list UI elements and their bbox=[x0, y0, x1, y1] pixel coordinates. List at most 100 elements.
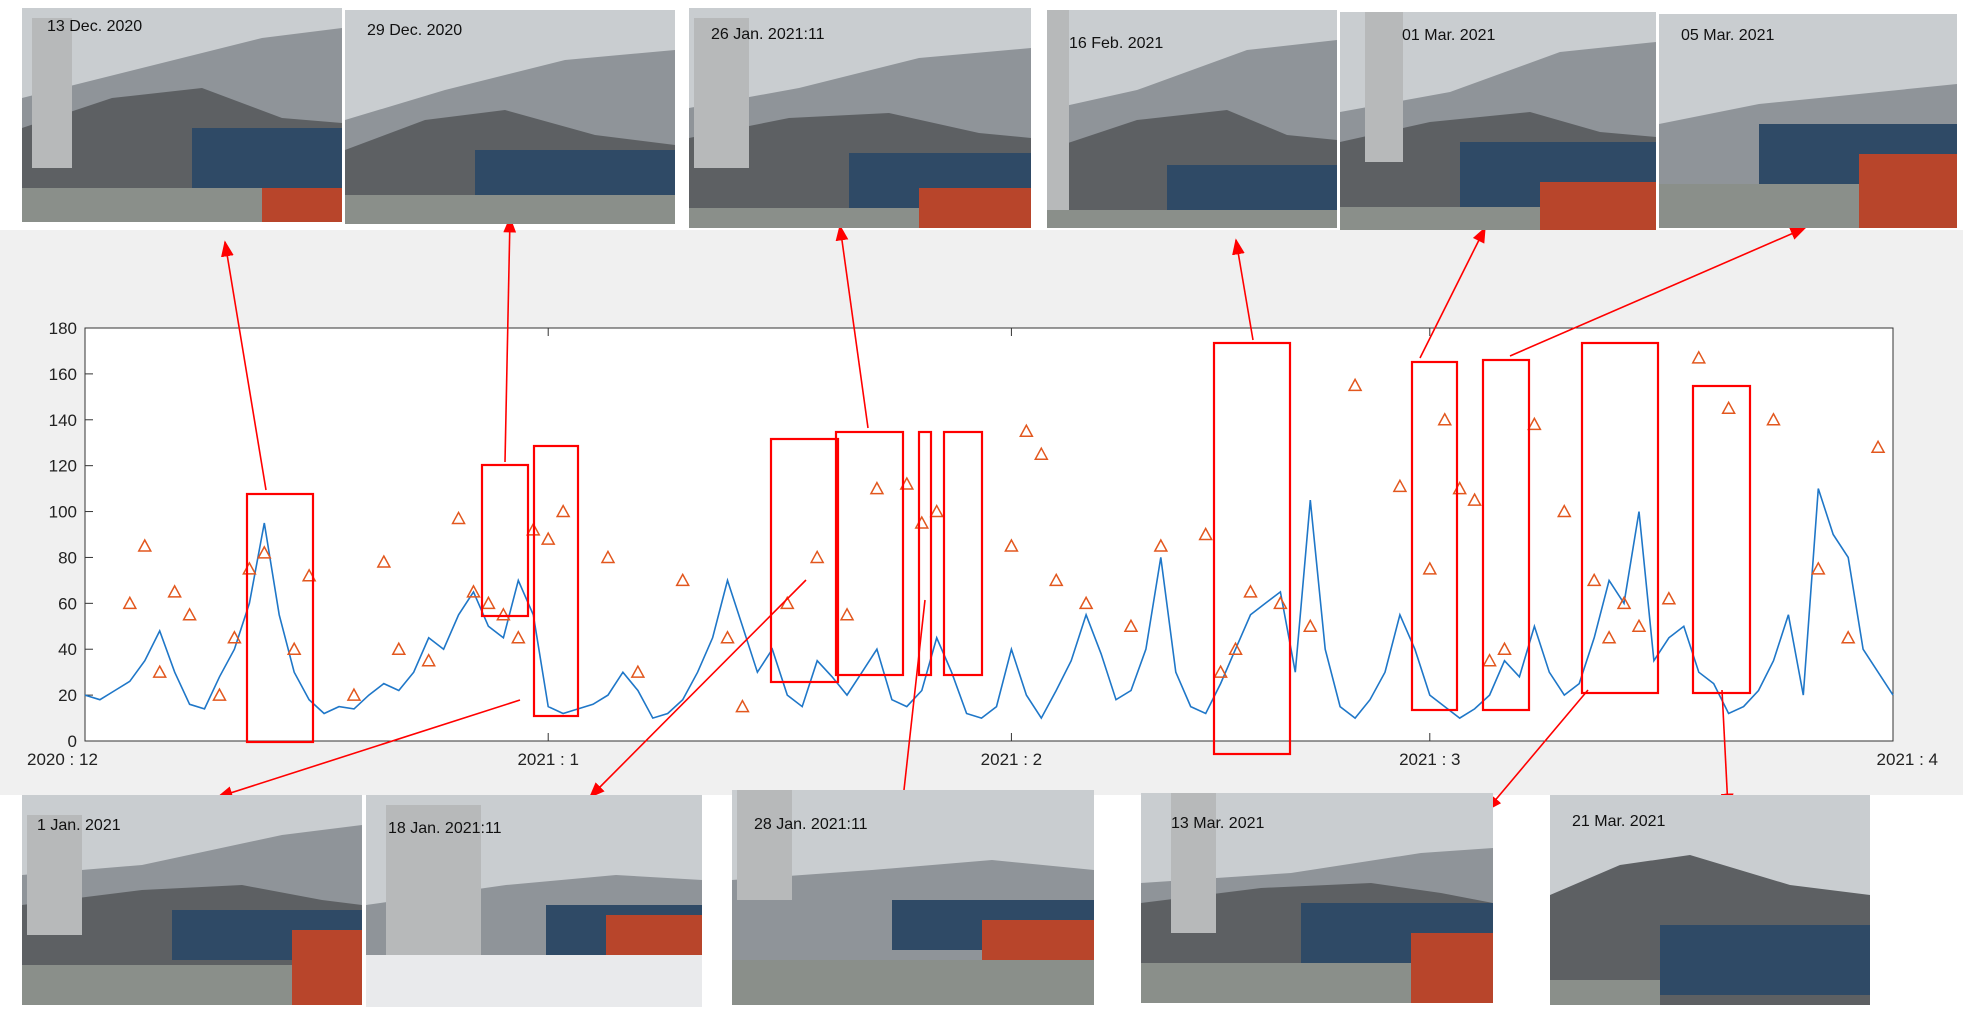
callout-arrow bbox=[1485, 689, 1589, 812]
highlight-box bbox=[1580, 341, 1660, 695]
photo-bottom-4: 13 Mar. 2021 bbox=[1141, 793, 1493, 1003]
triangle-marker bbox=[1213, 664, 1228, 678]
marker-series bbox=[122, 350, 1886, 713]
triangle-marker bbox=[137, 538, 153, 552]
highlight-box bbox=[942, 430, 984, 677]
photo-caption: 28 Jan. 2021:11 bbox=[754, 816, 868, 833]
triangle-marker bbox=[421, 653, 436, 667]
triangle-marker bbox=[600, 549, 616, 564]
triangle-marker bbox=[1661, 591, 1677, 605]
y-tick-label: 40 bbox=[58, 640, 77, 659]
callout-arrows bbox=[216, 216, 1807, 812]
plot-area bbox=[84, 327, 1894, 742]
triangle-marker bbox=[1273, 595, 1288, 610]
y-tick-label: 180 bbox=[49, 319, 77, 338]
photo-bottom-5: 21 Mar. 2021 bbox=[1550, 795, 1870, 1005]
triangle-marker bbox=[1691, 350, 1707, 364]
photo-top-3: 26 Jan. 2021:11 bbox=[689, 8, 1031, 228]
callout-arrow bbox=[1720, 689, 1734, 810]
highlight-boxes bbox=[245, 341, 1752, 756]
landscape-photo bbox=[366, 795, 702, 1007]
pm-line-series bbox=[84, 488, 1894, 720]
triangle-marker bbox=[1601, 630, 1617, 644]
triangle-marker bbox=[1482, 653, 1497, 667]
triangle-marker bbox=[122, 595, 138, 610]
triangle-marker bbox=[1721, 400, 1736, 415]
photo-caption: 16 Feb. 2021 bbox=[1069, 35, 1164, 52]
y-tick-label: 100 bbox=[49, 503, 77, 522]
highlight-box bbox=[1481, 358, 1531, 712]
triangle-marker bbox=[1766, 412, 1781, 426]
triangle-marker bbox=[1198, 526, 1213, 541]
triangle-marker bbox=[451, 510, 466, 525]
callout-arrow bbox=[835, 224, 869, 429]
triangle-marker bbox=[809, 549, 825, 564]
triangle-marker bbox=[1557, 503, 1572, 518]
triangle-marker bbox=[152, 664, 167, 678]
triangle-marker bbox=[1527, 416, 1542, 431]
triangle-marker bbox=[929, 503, 944, 518]
photo-caption: 13 Mar. 2021 bbox=[1171, 815, 1265, 832]
highlight-box bbox=[532, 444, 580, 718]
triangle-marker bbox=[1302, 618, 1318, 633]
triangle-marker bbox=[481, 595, 496, 610]
y-tick-label: 140 bbox=[49, 411, 77, 430]
y-tick-label: 20 bbox=[58, 686, 77, 705]
landscape-photo bbox=[1047, 10, 1337, 228]
photo-bottom-1: 1 Jan. 2021 bbox=[22, 795, 362, 1005]
triangle-marker bbox=[496, 607, 511, 621]
triangle-marker bbox=[346, 687, 362, 701]
triangle-marker bbox=[675, 572, 690, 587]
triangle-marker bbox=[540, 531, 556, 545]
callout-arrow bbox=[588, 579, 807, 799]
triangle-marker bbox=[1631, 618, 1647, 633]
photo-caption: 21 Mar. 2021 bbox=[1572, 813, 1666, 830]
triangle-marker bbox=[466, 584, 481, 598]
triangle-marker bbox=[1153, 538, 1169, 552]
landscape-photo bbox=[689, 8, 1031, 228]
y-tick-label: 0 bbox=[68, 732, 77, 751]
x-axis: 2020 : 12 2021 : 1 2021 : 2 2021 : 3 2021 : … bbox=[27, 328, 1938, 769]
triangle-marker bbox=[630, 664, 646, 678]
triangle-marker bbox=[735, 699, 750, 713]
triangle-marker bbox=[555, 503, 571, 518]
triangle-marker bbox=[1422, 561, 1438, 575]
landscape-photo bbox=[732, 790, 1094, 1005]
callout-arrow bbox=[503, 216, 517, 463]
callout-arrow bbox=[1419, 226, 1486, 359]
highlight-box bbox=[917, 430, 933, 677]
landscape-photo bbox=[22, 8, 342, 222]
highlight-box bbox=[480, 463, 530, 618]
triangle-marker bbox=[1078, 595, 1094, 610]
landscape-photo bbox=[22, 795, 362, 1005]
photo-caption: 13 Dec. 2020 bbox=[47, 18, 143, 35]
photo-top-2: 29 Dec. 2020 bbox=[345, 10, 675, 224]
highlight-box bbox=[1212, 341, 1292, 756]
photo-caption: 26 Jan. 2021:11 bbox=[711, 26, 825, 43]
landscape-photo bbox=[345, 10, 675, 224]
triangle-marker bbox=[1347, 377, 1363, 392]
triangle-marker bbox=[1870, 439, 1886, 454]
photo-top-5: 01 Mar. 2021 bbox=[1340, 12, 1656, 230]
triangle-marker bbox=[1811, 561, 1826, 575]
highlight-box bbox=[245, 492, 315, 744]
landscape-photo bbox=[1141, 793, 1493, 1003]
triangle-marker bbox=[1034, 446, 1049, 460]
triangle-marker bbox=[1586, 572, 1602, 587]
triangle-marker bbox=[182, 607, 197, 621]
triangle-marker bbox=[286, 641, 302, 655]
triangle-marker bbox=[1048, 572, 1064, 587]
y-tick-label: 60 bbox=[58, 594, 77, 613]
landscape-photo bbox=[1659, 14, 1957, 228]
triangle-marker bbox=[1616, 595, 1632, 610]
callout-arrow bbox=[897, 599, 926, 810]
x-tick-label: 2020 : 12 bbox=[27, 750, 98, 769]
triangle-marker bbox=[212, 687, 227, 701]
triangle-marker bbox=[1004, 538, 1019, 552]
y-tick-label: 160 bbox=[49, 365, 77, 384]
photo-caption: 01 Mar. 2021 bbox=[1402, 27, 1496, 44]
photo-caption: 18 Jan. 2021:11 bbox=[388, 820, 502, 837]
highlight-box bbox=[834, 430, 905, 677]
triangle-marker bbox=[1123, 618, 1139, 633]
